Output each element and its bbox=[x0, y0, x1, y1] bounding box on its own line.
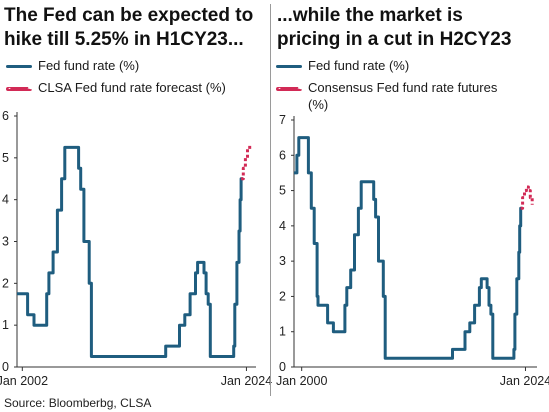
x-tick: Jan 2024 bbox=[500, 367, 549, 388]
y-tick: 0 bbox=[2, 360, 17, 374]
y-tick-label: 5 bbox=[279, 184, 286, 198]
y-tick: 4 bbox=[279, 219, 294, 233]
y-tick-label: 6 bbox=[279, 148, 286, 162]
chart-title: ...while the market is pricing in a cut … bbox=[277, 5, 512, 50]
y-tick-label: 3 bbox=[2, 235, 9, 249]
y-tick: 0 bbox=[279, 360, 294, 374]
source-note: Source: Bloomberbg, CLSA bbox=[4, 396, 152, 410]
series-line-fed-rate bbox=[17, 145, 244, 358]
x-tick: Jan 2024 bbox=[221, 367, 272, 388]
panel-divider bbox=[270, 4, 271, 396]
legend-swatch-solid bbox=[6, 65, 32, 68]
legend-label: Fed fund rate (%) bbox=[308, 58, 410, 73]
y-tick-label: 1 bbox=[2, 318, 9, 332]
legend-swatch-solid bbox=[276, 65, 302, 68]
y-tick-label: 1 bbox=[279, 325, 286, 339]
y-tick: 2 bbox=[2, 276, 17, 290]
line-chart-left: 0 1 2 3 4 5 6 Jan 2002 Jan 2024 bbox=[0, 109, 272, 388]
x-tick-label: Jan 2000 bbox=[276, 374, 327, 388]
chart-title: The Fed can be expected to hike till 5.2… bbox=[4, 5, 254, 50]
y-tick: 4 bbox=[2, 193, 17, 207]
y-tick-label: 0 bbox=[2, 360, 9, 374]
legend-swatch-dashed bbox=[6, 87, 32, 91]
y-tick-label: 2 bbox=[279, 289, 286, 303]
y-tick-label: 5 bbox=[2, 151, 9, 165]
series-line-forecast bbox=[241, 145, 253, 181]
y-tick-label: 4 bbox=[2, 193, 9, 207]
series-line-forecast bbox=[520, 185, 534, 210]
y-tick: 5 bbox=[2, 151, 17, 165]
legend-label: CLSA Fed fund rate forecast (%) bbox=[38, 80, 226, 95]
x-tick: Jan 2002 bbox=[0, 367, 48, 388]
y-tick-label: 2 bbox=[2, 276, 9, 290]
y-tick-label: 3 bbox=[279, 254, 286, 268]
legend-label: Consensus Fed fund rate futures (%) bbox=[308, 80, 498, 112]
y-tick: 6 bbox=[279, 148, 294, 162]
x-tick: Jan 2000 bbox=[276, 367, 327, 388]
y-tick: 2 bbox=[279, 289, 294, 303]
y-tick-label: 4 bbox=[279, 219, 286, 233]
x-tick-label: Jan 2024 bbox=[500, 374, 549, 388]
x-tick-label: Jan 2024 bbox=[221, 374, 272, 388]
y-tick: 3 bbox=[279, 254, 294, 268]
y-tick: 1 bbox=[279, 325, 294, 339]
right-chart-panel: ...while the market is pricing in a cut … bbox=[276, 0, 549, 396]
y-tick-label: 6 bbox=[2, 109, 9, 123]
x-tick-label: Jan 2002 bbox=[0, 374, 48, 388]
legend-label: Fed fund rate (%) bbox=[38, 58, 140, 73]
y-tick: 5 bbox=[279, 184, 294, 198]
y-tick: 1 bbox=[2, 318, 17, 332]
series-line-fed-rate bbox=[294, 136, 523, 360]
line-chart-right: 0 1 2 3 4 5 6 7 Jan 2000 Jan 2024 bbox=[276, 113, 549, 388]
y-tick: 3 bbox=[2, 235, 17, 249]
left-chart-panel: The Fed can be expected to hike till 5.2… bbox=[0, 0, 272, 396]
legend-swatch-dashed bbox=[276, 87, 302, 91]
y-tick-label: 7 bbox=[279, 113, 286, 127]
y-tick: 6 bbox=[2, 109, 17, 123]
y-tick: 7 bbox=[279, 113, 294, 127]
y-tick-label: 0 bbox=[279, 360, 286, 374]
